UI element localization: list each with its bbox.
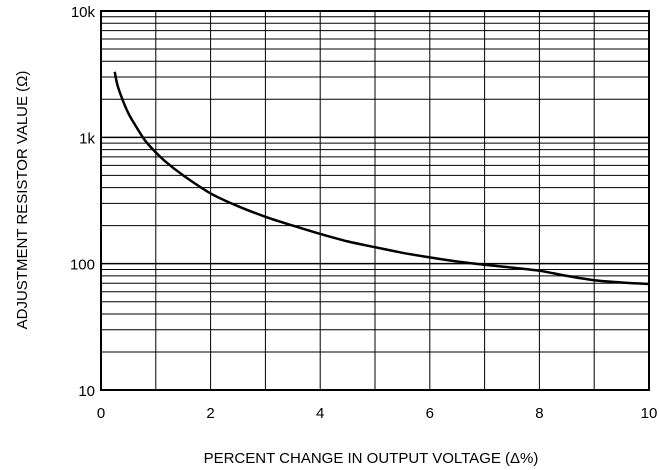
y-tick-label: 100 [70, 257, 95, 274]
x-tick-labels: 0 2 4 6 8 10 [97, 405, 658, 422]
x-tick-label: 0 [97, 405, 105, 422]
y-tick-label: 10k [71, 4, 96, 21]
x-tick-label: 8 [535, 405, 543, 422]
x-axis-label: PERCENT CHANGE IN OUTPUT VOLTAGE (Δ%) [204, 450, 539, 467]
y-axis-label: ADJUSTMENT RESISTOR VALUE (Ω) [14, 71, 31, 330]
x-tick-label: 10 [641, 405, 658, 422]
x-tick-label: 6 [426, 405, 434, 422]
x-tick-label: 2 [206, 405, 214, 422]
y-tick-label: 1k [79, 130, 95, 147]
y-tick-labels: 10 100 1k 10k [70, 4, 96, 400]
y-tick-label: 10 [78, 383, 95, 400]
grid [101, 11, 649, 390]
plot-frame [100, 10, 650, 391]
series-line [113, 71, 650, 286]
x-tick-label: 4 [316, 405, 324, 422]
